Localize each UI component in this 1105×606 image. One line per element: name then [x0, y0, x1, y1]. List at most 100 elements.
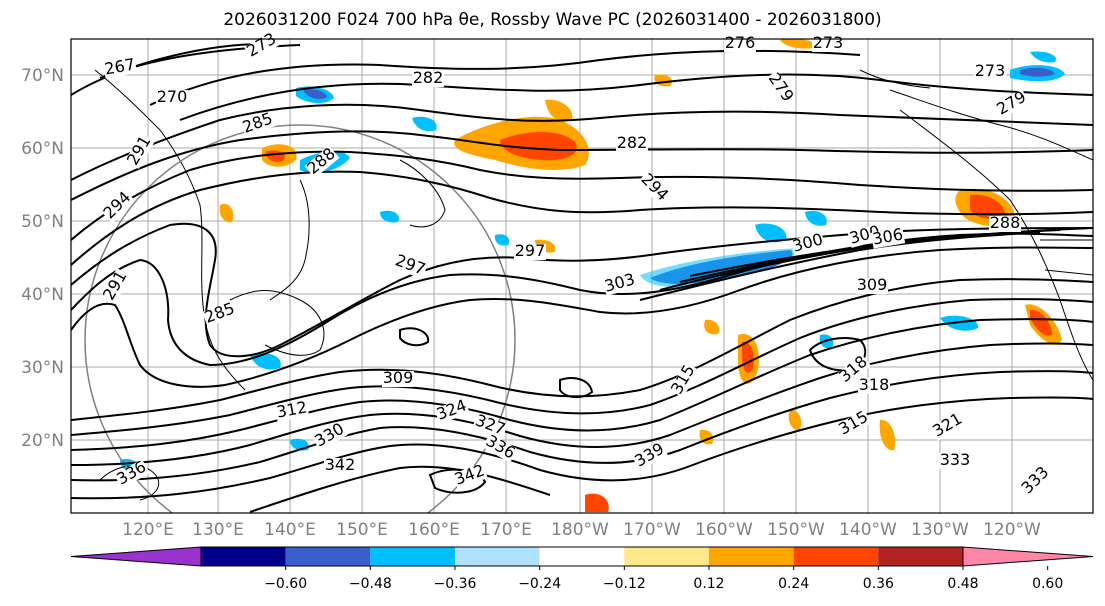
coastlines — [94, 69, 1093, 501]
contour-label: 273 — [975, 61, 1006, 80]
colorbar-bin — [624, 547, 709, 566]
contour-label-backing — [637, 171, 671, 205]
contour-label-backing — [324, 458, 356, 474]
contour-label-backing — [392, 253, 428, 279]
contour-label-backing — [616, 136, 648, 152]
negative-anomaly-region — [940, 315, 979, 331]
contour-label: 282 — [617, 133, 648, 152]
positive-anomaly-region — [585, 493, 609, 512]
contour-label-backing — [669, 362, 699, 398]
longitude-label: 180°W — [551, 520, 609, 540]
colorbar-tick-label: −0.24 — [518, 576, 561, 592]
map-frame — [70, 38, 1094, 514]
colorbar-tick-label: −0.36 — [434, 576, 477, 592]
contour-label: 282 — [413, 68, 444, 87]
contour-label: 318 — [859, 375, 890, 394]
latitude-label: 60°N — [21, 139, 64, 159]
positive-anomaly-core — [1030, 309, 1052, 336]
contour-label-backing — [514, 244, 546, 260]
contour-label: 270 — [157, 87, 188, 106]
colorbar-bin — [285, 547, 371, 566]
contour-label: 333 — [940, 450, 971, 469]
contour-label: 342 — [325, 455, 356, 474]
colorbar-tick-label: 0.36 — [863, 576, 894, 592]
contour-label: 309 — [383, 368, 414, 387]
latitude-label: 30°N — [21, 358, 64, 378]
positive-anomaly-core — [742, 341, 754, 373]
longitude-label: 160°W — [695, 520, 753, 540]
contour-label-backing — [202, 301, 238, 327]
contour-label-backing — [101, 268, 131, 304]
contour-label-backing — [724, 36, 756, 52]
contour-label: 309 — [857, 275, 888, 294]
contour-label-backing — [114, 459, 150, 489]
latitude-label: 50°N — [21, 212, 64, 232]
colorbar-tick-label: 0.60 — [1032, 576, 1063, 592]
negative-anomaly-region — [1020, 67, 1055, 77]
map-title: 2026031200 F024 700 hPa θe, Rossby Wave … — [223, 10, 882, 30]
contour-label-backing — [858, 378, 890, 394]
contour-label-backing — [304, 145, 340, 179]
contour-label-backing — [870, 227, 906, 249]
negative-anomaly-region — [303, 89, 327, 99]
negative-anomaly-region — [494, 234, 510, 246]
contour-label-backing — [482, 433, 518, 463]
longitude-label: 160°E — [408, 520, 460, 540]
negative-anomaly-region — [412, 116, 437, 132]
positive-anomaly-region — [788, 409, 802, 431]
colorbar-bin — [201, 547, 286, 566]
contour-label-backing — [632, 441, 668, 471]
colorbar-bin — [709, 547, 794, 566]
contour-label-backing — [602, 272, 638, 296]
contour-label-backing — [101, 189, 135, 223]
positive-anomaly-region — [545, 99, 573, 122]
colorbar-tick-label: −0.48 — [349, 576, 392, 592]
contour-label-backing — [452, 463, 488, 489]
latitude-label: 20°N — [21, 431, 64, 451]
colorbar-tick-label: −0.60 — [264, 576, 307, 592]
latitude-labels: 70°N 60°N 50°N 40°N 30°N 20°N — [21, 66, 64, 451]
contour-label-backing — [274, 400, 310, 422]
reference-circle — [84, 124, 516, 513]
longitude-label: 170°W — [623, 520, 681, 540]
negative-anomaly-region — [755, 223, 787, 243]
contour-label-backing — [994, 89, 1030, 119]
contour-label-backing — [939, 453, 971, 469]
longitude-label: 150°W — [767, 520, 825, 540]
colorbar-bin — [455, 547, 540, 566]
longitude-label: 120°E — [122, 520, 174, 540]
contour-label: 297 — [515, 241, 546, 260]
longitude-label: 140°W — [839, 520, 897, 540]
colorbar-outline — [200, 546, 964, 567]
contour-label-backing — [974, 64, 1006, 80]
positive-anomaly-region — [879, 419, 896, 451]
contour-label-backing — [382, 371, 414, 387]
longitude-label: 170°E — [480, 520, 532, 540]
contour-label-backing — [764, 70, 796, 106]
positive-anomaly-region — [219, 203, 234, 223]
longitude-labels: 120°E 130°E 140°E 150°E 160°E 170°E 180°W 170°W… — [122, 520, 1041, 540]
colorbar-bin — [370, 547, 455, 566]
contour-label-backing — [930, 411, 966, 441]
contour-label-backing — [412, 71, 444, 87]
colorbar-tick-label: 0.24 — [778, 576, 809, 592]
contour-label-backing — [790, 232, 826, 256]
contour-label-backing — [102, 57, 138, 79]
colorbar-bin — [793, 547, 879, 566]
contour-label-backing — [856, 278, 888, 294]
contour-label-backing — [836, 353, 872, 387]
longitude-label: 140°E — [264, 520, 316, 540]
contour-label-backing — [312, 421, 348, 451]
contour-label: 273 — [813, 33, 844, 52]
negative-anomaly-region — [805, 210, 827, 226]
colorbar: −0.60 −0.48 −0.36 −0.24 −0.12 0.12 0.24 0.36 0.4… — [70, 546, 1094, 592]
colorbar-extend-min — [70, 546, 202, 567]
contour-label-backing — [156, 90, 188, 106]
colorbar-tick-label: −0.12 — [603, 576, 646, 592]
latitude-label: 40°N — [21, 285, 64, 305]
positive-anomaly-core — [500, 132, 577, 161]
colorbar-extend-max — [962, 546, 1094, 567]
negative-anomaly-region — [380, 210, 399, 223]
